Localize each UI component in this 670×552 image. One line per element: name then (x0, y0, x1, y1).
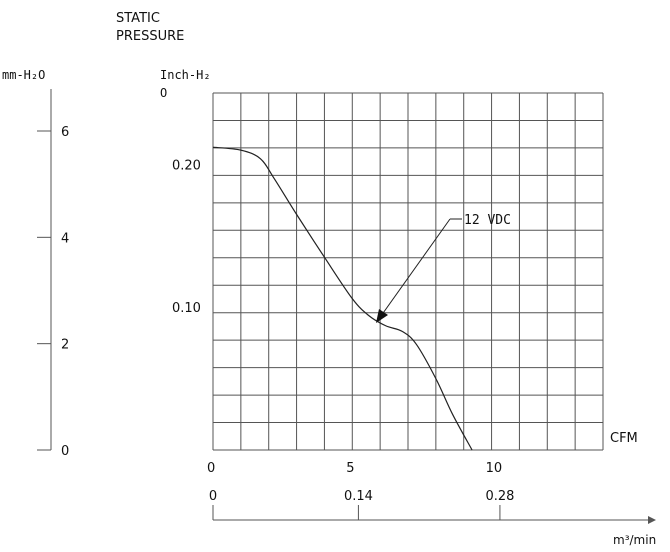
series-line-12vdc (212, 146, 473, 451)
y-axis-label-line-1: Inch-H₂ (160, 68, 211, 82)
chart-title-line-2: PRESSURE (116, 29, 184, 44)
y-axis-ticks: 0.20 0.10 (172, 158, 201, 316)
left-tick-label: 0 (61, 444, 69, 459)
left-tick-label: 6 (61, 125, 69, 140)
x-axis-ticks: 0 5 10 (207, 461, 502, 476)
plot-grid (212, 92, 604, 451)
bottom-axis-ticks: 0 0.14 0.28 (209, 489, 514, 520)
annotation-arrowhead (376, 309, 388, 323)
y-tick-label: 0.10 (172, 301, 201, 316)
bottom-tick-label: 0.14 (344, 489, 373, 504)
bottom-axis-arrow (648, 516, 656, 524)
bottom-tick-label: 0.28 (485, 489, 514, 504)
x-tick-label: 0 (207, 461, 215, 476)
left-axis-label: mm-H₂O (2, 68, 45, 82)
x-tick-label: 10 (486, 461, 503, 476)
y-tick-label: 0.20 (172, 158, 201, 173)
x-tick-label: 5 (346, 461, 354, 476)
bottom-axis-unit: m³/min (613, 533, 656, 547)
y-axis-label-line-2: O (160, 86, 167, 100)
left-tick-label: 4 (61, 231, 69, 246)
bottom-tick-label: 0 (209, 489, 217, 504)
annotation-label: 12 VDC (464, 213, 511, 228)
annotation-leader-diagonal (380, 218, 451, 317)
chart-title-line-1: STATIC (116, 11, 160, 26)
left-axis-ticks: 6 4 2 0 (37, 125, 69, 459)
x-axis-unit: CFM (610, 431, 638, 446)
left-tick-label: 2 (61, 338, 69, 353)
